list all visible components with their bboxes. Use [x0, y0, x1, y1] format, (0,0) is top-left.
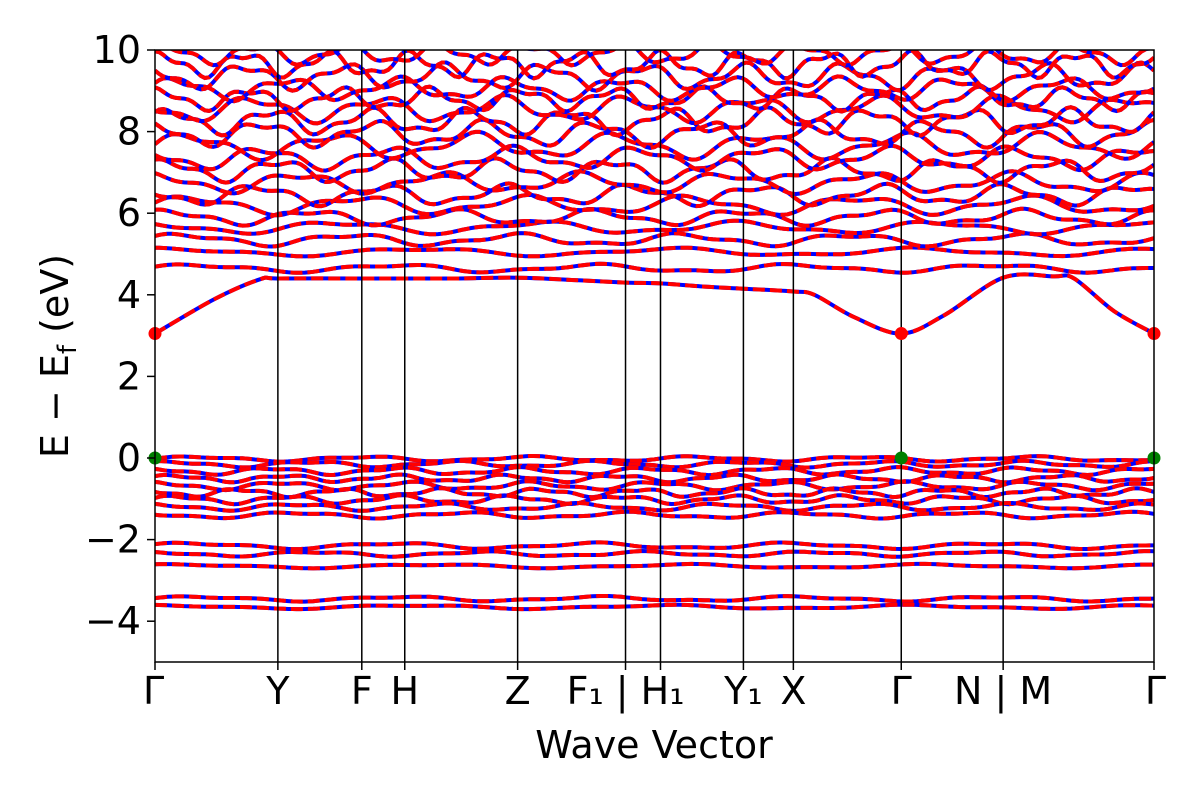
band-10-red: [155, 129, 1154, 162]
band-15-red: [155, 74, 1154, 104]
band-1-red: [155, 245, 1154, 259]
x-tick-label-4: Z: [505, 669, 531, 713]
band-28-red: [155, 540, 1154, 552]
band-32-red: [155, 602, 1154, 612]
y-ticks: 10 8 6 4 2 0 −2 −4: [85, 28, 155, 643]
band-6-red: [155, 181, 1154, 209]
band-4-red: [155, 206, 1154, 228]
x-tick-label-5: F₁ | H₁: [567, 669, 685, 714]
band-20-red: [155, 458, 1154, 470]
y-tick-label-6: −2: [85, 518, 141, 562]
band-0-red: [155, 261, 1154, 275]
y-tick-label-0: 10: [93, 28, 141, 72]
highlight-point-1: [894, 327, 908, 341]
band-30-red: [155, 561, 1154, 571]
band-23-red: [155, 479, 1154, 493]
band-3-red: [155, 218, 1154, 237]
band-9-red: [155, 143, 1154, 173]
y-tick-label-4: 2: [117, 354, 141, 398]
y-axis-label: E − Ef (eV): [33, 254, 83, 458]
y-tick-label-7: −4: [85, 599, 141, 643]
x-tick-label-1: Y: [265, 669, 290, 713]
y-tick-label-2: 6: [117, 191, 141, 235]
band-19-red: [155, 454, 1154, 464]
band-29-red: [155, 548, 1154, 559]
band-12-red: [155, 105, 1154, 138]
plot-frame: [154, 49, 1155, 663]
x-tick-label-0: Γ: [143, 669, 164, 713]
x-tick-label-7: Y₁: [723, 669, 762, 713]
x-ticks: Γ Y F H Z F₁ | H₁ Y₁ X Γ N | M Γ: [143, 662, 1166, 714]
band-21-red: [155, 465, 1154, 478]
bands-layer: [155, 50, 1154, 612]
band-16-blue: [155, 60, 1154, 93]
band-16-red: [155, 60, 1154, 93]
band-26-red: [155, 501, 1154, 513]
band-25-red: [155, 493, 1154, 507]
y-tick-label-5: 0: [117, 436, 141, 480]
band-31-red: [155, 594, 1154, 604]
x-axis-label: Wave Vector: [535, 723, 773, 767]
x-tick-label-11: Γ: [1145, 669, 1166, 713]
band-17-red: [155, 50, 1154, 81]
band-8-red: [155, 155, 1154, 185]
x-tick-label-10: N | M: [954, 669, 1052, 714]
band-27-red: [155, 509, 1154, 521]
band-24-blue: [155, 486, 1154, 500]
band-2-red: [155, 231, 1154, 249]
x-tick-label-9: Γ: [891, 669, 912, 713]
conduction-band-min-red: [155, 272, 1154, 336]
x-tick-label-2: F: [351, 669, 373, 713]
band-5-red: [155, 192, 1154, 218]
y-tick-label-1: 8: [117, 110, 141, 154]
band-18-red: [169, 50, 1154, 68]
band-2-blue: [155, 231, 1154, 249]
x-tick-label-8: X: [780, 669, 806, 713]
x-tick-label-3: H: [390, 669, 419, 713]
band-7-red: [155, 169, 1154, 197]
band-11-red: [155, 117, 1154, 150]
kpoint-lines: [277, 50, 1004, 662]
highlight-point-4: [894, 451, 908, 465]
y-tick-label-3: 4: [117, 273, 141, 317]
highlight-points: [148, 327, 1161, 465]
band-22-red: [155, 472, 1154, 485]
